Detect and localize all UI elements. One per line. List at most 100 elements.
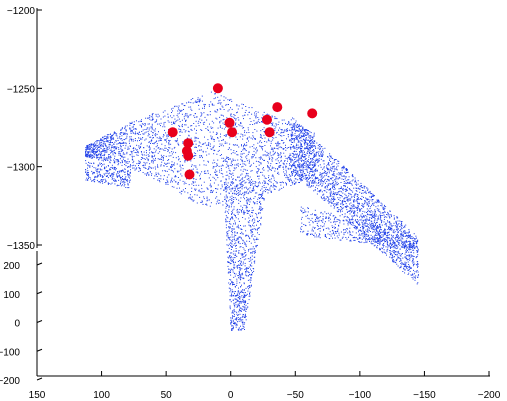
cloud-point: [398, 243, 399, 245]
cloud-point: [251, 179, 252, 181]
cloud-point: [388, 226, 390, 228]
cloud-point: [142, 172, 144, 173]
cloud-point: [85, 155, 86, 157]
cloud-point: [299, 130, 301, 132]
cloud-point: [355, 225, 356, 227]
cloud-point: [119, 135, 121, 137]
cloud-point: [239, 163, 241, 165]
cloud-point: [351, 184, 353, 186]
cloud-point: [177, 107, 179, 109]
cloud-point: [389, 247, 391, 248]
cloud-point: [93, 151, 95, 153]
cloud-point: [86, 147, 88, 149]
cloud-point: [401, 246, 403, 248]
cloud-point: [110, 142, 111, 143]
cloud-point: [304, 133, 306, 134]
cloud-point: [228, 237, 230, 239]
cloud-point: [407, 269, 409, 271]
cloud-point: [377, 238, 379, 239]
cloud-point: [359, 233, 361, 235]
cloud-point: [291, 141, 293, 143]
cloud-point: [300, 167, 302, 169]
cloud-point: [370, 210, 372, 212]
cloud-point: [379, 243, 381, 245]
cloud-point: [236, 192, 238, 194]
cloud-point: [294, 133, 296, 135]
cloud-point: [284, 160, 285, 162]
cloud-point: [159, 181, 161, 183]
cloud-point: [213, 153, 215, 155]
cloud-point: [329, 155, 331, 157]
cloud-point: [342, 236, 344, 238]
cloud-point: [302, 160, 304, 162]
cloud-point: [409, 255, 411, 257]
cloud-point: [215, 171, 217, 173]
cloud-point: [381, 224, 383, 226]
cloud-point: [413, 237, 414, 239]
cloud-point: [194, 136, 196, 138]
cloud-point: [348, 210, 350, 212]
cloud-point: [401, 232, 403, 234]
cloud-point: [206, 187, 208, 189]
cloud-point: [207, 170, 209, 172]
cloud-point: [280, 157, 282, 159]
cloud-point: [157, 113, 159, 115]
cloud-point: [358, 236, 360, 238]
cloud-point: [321, 149, 323, 151]
cloud-point: [390, 243, 392, 245]
cloud-point: [374, 241, 376, 243]
cloud-point: [136, 120, 137, 122]
cloud-point: [177, 110, 179, 112]
cloud-point: [290, 161, 291, 163]
cloud-point: [318, 146, 320, 148]
cloud-point: [274, 186, 276, 187]
cloud-point: [182, 165, 184, 166]
cloud-point: [335, 204, 337, 206]
cloud-point: [109, 161, 111, 163]
cloud-point: [379, 216, 381, 218]
cloud-point: [147, 154, 149, 156]
cloud-point: [334, 192, 336, 194]
cloud-point: [116, 135, 118, 137]
cloud-point: [307, 211, 309, 213]
cloud-point: [236, 154, 238, 156]
cloud-point: [329, 188, 331, 189]
cloud-point: [349, 221, 351, 223]
cloud-point: [356, 209, 358, 211]
cloud-point: [303, 212, 305, 213]
cloud-point: [176, 114, 178, 116]
cloud-point: [185, 120, 186, 122]
cloud-point: [318, 144, 320, 145]
cloud-point: [115, 134, 117, 136]
cloud-point: [249, 165, 251, 167]
cloud-point: [244, 161, 246, 162]
cloud-point: [354, 194, 356, 196]
cloud-point: [390, 247, 391, 249]
cloud-point: [140, 125, 142, 127]
cloud-point: [251, 107, 253, 109]
cloud-point: [271, 147, 273, 149]
cloud-point: [223, 99, 225, 101]
cloud-point: [108, 142, 110, 143]
cloud-point: [314, 173, 316, 175]
cloud-point: [310, 219, 312, 221]
cloud-point: [247, 198, 249, 200]
cloud-point: [314, 214, 316, 216]
cloud-point: [250, 170, 252, 172]
cloud-point: [88, 148, 90, 150]
cloud-point: [196, 101, 198, 103]
cloud-point: [391, 238, 393, 240]
cloud-point: [281, 139, 282, 141]
cloud-point: [183, 116, 185, 118]
cloud-point: [402, 264, 404, 265]
cloud-point: [253, 186, 255, 188]
cloud-point: [190, 160, 192, 162]
cloud-point: [276, 148, 278, 149]
cloud-point: [333, 166, 335, 168]
cloud-point: [200, 177, 201, 179]
cloud-point: [257, 175, 258, 177]
cloud-point: [114, 155, 116, 157]
cloud-point: [344, 206, 346, 208]
cloud-point: [240, 184, 242, 186]
cloud-point: [201, 100, 203, 102]
